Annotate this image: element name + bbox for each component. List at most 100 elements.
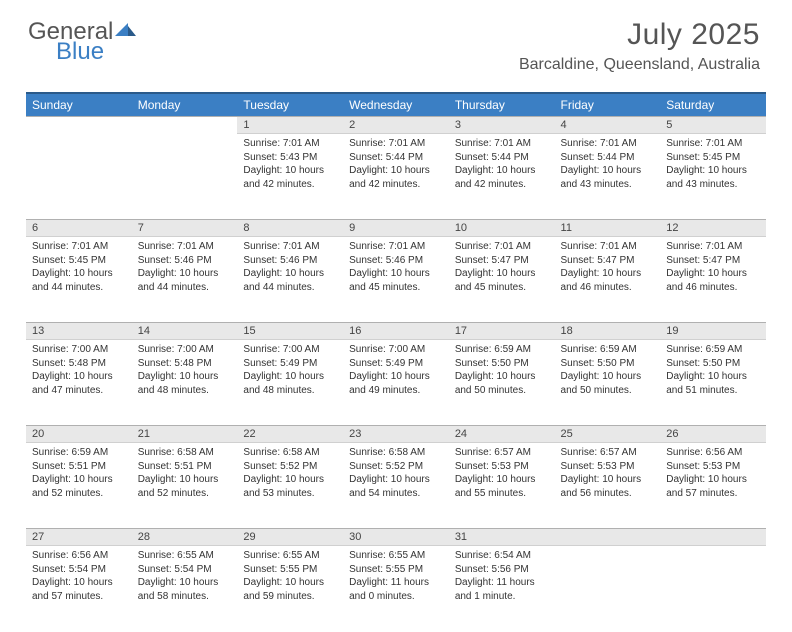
- daylight-line: Daylight: 10 hours and 51 minutes.: [666, 370, 760, 397]
- daylight-line: Daylight: 10 hours and 55 minutes.: [455, 473, 549, 500]
- day-number: 28: [132, 529, 238, 546]
- sunset-line: Sunset: 5:49 PM: [349, 357, 443, 371]
- brand-logo: GeneralBlue: [28, 18, 137, 66]
- day-cell: Sunrise: 6:55 AMSunset: 5:55 PMDaylight:…: [343, 546, 449, 632]
- sunset-line: Sunset: 5:46 PM: [138, 254, 232, 268]
- day-cell: Sunrise: 7:01 AMSunset: 5:46 PMDaylight:…: [237, 237, 343, 323]
- daylight-line: Daylight: 10 hours and 46 minutes.: [561, 267, 655, 294]
- day-number: 27: [26, 529, 132, 546]
- sunrise-line: Sunrise: 6:59 AM: [666, 343, 760, 357]
- day-number: 29: [237, 529, 343, 546]
- day-cell: Sunrise: 6:58 AMSunset: 5:51 PMDaylight:…: [132, 443, 238, 529]
- day-cell: Sunrise: 7:01 AMSunset: 5:46 PMDaylight:…: [132, 237, 238, 323]
- location-text: Barcaldine, Queensland, Australia: [519, 56, 760, 74]
- brand-blue: Blue: [56, 38, 137, 66]
- day-number: 2: [343, 117, 449, 134]
- day-number: 8: [237, 220, 343, 237]
- day-cell: Sunrise: 6:59 AMSunset: 5:50 PMDaylight:…: [555, 340, 661, 426]
- sunrise-line: Sunrise: 7:01 AM: [666, 137, 760, 151]
- daylight-line: Daylight: 11 hours and 1 minute.: [455, 576, 549, 603]
- sunset-line: Sunset: 5:52 PM: [349, 460, 443, 474]
- trailing-daynum: [555, 529, 661, 546]
- daylight-line: Daylight: 10 hours and 52 minutes.: [32, 473, 126, 500]
- day-cell: Sunrise: 6:59 AMSunset: 5:50 PMDaylight:…: [660, 340, 766, 426]
- sunrise-line: Sunrise: 6:54 AM: [455, 549, 549, 563]
- day-number: 24: [449, 426, 555, 443]
- sunrise-line: Sunrise: 6:57 AM: [455, 446, 549, 460]
- day-cell: Sunrise: 7:00 AMSunset: 5:48 PMDaylight:…: [132, 340, 238, 426]
- day-content-row: Sunrise: 7:00 AMSunset: 5:48 PMDaylight:…: [26, 340, 766, 426]
- sunset-line: Sunset: 5:55 PM: [243, 563, 337, 577]
- daylight-line: Daylight: 10 hours and 48 minutes.: [243, 370, 337, 397]
- sunset-line: Sunset: 5:47 PM: [666, 254, 760, 268]
- sunset-line: Sunset: 5:53 PM: [455, 460, 549, 474]
- daylight-line: Daylight: 10 hours and 56 minutes.: [561, 473, 655, 500]
- day-number: 22: [237, 426, 343, 443]
- sunset-line: Sunset: 5:50 PM: [561, 357, 655, 371]
- day-number: 16: [343, 323, 449, 340]
- empty-cell: [26, 117, 132, 134]
- day-number: 17: [449, 323, 555, 340]
- sunset-line: Sunset: 5:48 PM: [32, 357, 126, 371]
- day-content-row: Sunrise: 6:56 AMSunset: 5:54 PMDaylight:…: [26, 546, 766, 632]
- day-number: 11: [555, 220, 661, 237]
- sunrise-line: Sunrise: 7:00 AM: [138, 343, 232, 357]
- sunrise-line: Sunrise: 6:55 AM: [243, 549, 337, 563]
- day-cell: Sunrise: 7:01 AMSunset: 5:45 PMDaylight:…: [660, 134, 766, 220]
- sunrise-line: Sunrise: 6:58 AM: [138, 446, 232, 460]
- day-number: 31: [449, 529, 555, 546]
- weekday-header: Thursday: [449, 93, 555, 117]
- day-number: 10: [449, 220, 555, 237]
- daylight-line: Daylight: 10 hours and 54 minutes.: [349, 473, 443, 500]
- day-number: 12: [660, 220, 766, 237]
- sunrise-line: Sunrise: 6:58 AM: [349, 446, 443, 460]
- sunset-line: Sunset: 5:52 PM: [243, 460, 337, 474]
- day-cell: Sunrise: 7:00 AMSunset: 5:48 PMDaylight:…: [26, 340, 132, 426]
- day-number: 26: [660, 426, 766, 443]
- daylight-line: Daylight: 10 hours and 42 minutes.: [455, 164, 549, 191]
- day-cell: Sunrise: 6:55 AMSunset: 5:55 PMDaylight:…: [237, 546, 343, 632]
- sunrise-line: Sunrise: 6:59 AM: [32, 446, 126, 460]
- sunset-line: Sunset: 5:56 PM: [455, 563, 549, 577]
- title-block: July 2025 Barcaldine, Queensland, Austra…: [519, 18, 760, 74]
- page-header: GeneralBlue July 2025 Barcaldine, Queens…: [0, 0, 792, 82]
- day-content-row: Sunrise: 6:59 AMSunset: 5:51 PMDaylight:…: [26, 443, 766, 529]
- sunset-line: Sunset: 5:54 PM: [138, 563, 232, 577]
- sunset-line: Sunset: 5:44 PM: [455, 151, 549, 165]
- sunrise-line: Sunrise: 6:55 AM: [349, 549, 443, 563]
- daylight-line: Daylight: 10 hours and 57 minutes.: [666, 473, 760, 500]
- weekday-header: Friday: [555, 93, 661, 117]
- sunset-line: Sunset: 5:45 PM: [666, 151, 760, 165]
- day-cell: Sunrise: 7:01 AMSunset: 5:43 PMDaylight:…: [237, 134, 343, 220]
- day-number-row: 20212223242526: [26, 426, 766, 443]
- sunset-line: Sunset: 5:44 PM: [349, 151, 443, 165]
- day-number-row: 6789101112: [26, 220, 766, 237]
- empty-cell: [132, 117, 238, 134]
- daylight-line: Daylight: 10 hours and 45 minutes.: [455, 267, 549, 294]
- day-number: 15: [237, 323, 343, 340]
- sunset-line: Sunset: 5:48 PM: [138, 357, 232, 371]
- sunrise-line: Sunrise: 7:01 AM: [32, 240, 126, 254]
- day-cell: Sunrise: 7:01 AMSunset: 5:47 PMDaylight:…: [660, 237, 766, 323]
- day-cell: Sunrise: 7:00 AMSunset: 5:49 PMDaylight:…: [343, 340, 449, 426]
- sunrise-line: Sunrise: 6:59 AM: [455, 343, 549, 357]
- day-number: 18: [555, 323, 661, 340]
- sunrise-line: Sunrise: 6:58 AM: [243, 446, 337, 460]
- day-number-row: 13141516171819: [26, 323, 766, 340]
- sunrise-line: Sunrise: 6:56 AM: [666, 446, 760, 460]
- sunrise-line: Sunrise: 7:01 AM: [666, 240, 760, 254]
- sunrise-line: Sunrise: 7:01 AM: [138, 240, 232, 254]
- empty-cell: [555, 546, 661, 632]
- weekday-header: Wednesday: [343, 93, 449, 117]
- day-number: 1: [237, 117, 343, 134]
- day-number: 23: [343, 426, 449, 443]
- day-cell: Sunrise: 6:54 AMSunset: 5:56 PMDaylight:…: [449, 546, 555, 632]
- day-cell: Sunrise: 6:59 AMSunset: 5:50 PMDaylight:…: [449, 340, 555, 426]
- calendar-table: SundayMondayTuesdayWednesdayThursdayFrid…: [26, 92, 766, 632]
- daylight-line: Daylight: 10 hours and 43 minutes.: [666, 164, 760, 191]
- daylight-line: Daylight: 10 hours and 58 minutes.: [138, 576, 232, 603]
- sunrise-line: Sunrise: 7:01 AM: [455, 137, 549, 151]
- empty-cell: [132, 134, 238, 220]
- day-cell: Sunrise: 6:58 AMSunset: 5:52 PMDaylight:…: [343, 443, 449, 529]
- sunset-line: Sunset: 5:43 PM: [243, 151, 337, 165]
